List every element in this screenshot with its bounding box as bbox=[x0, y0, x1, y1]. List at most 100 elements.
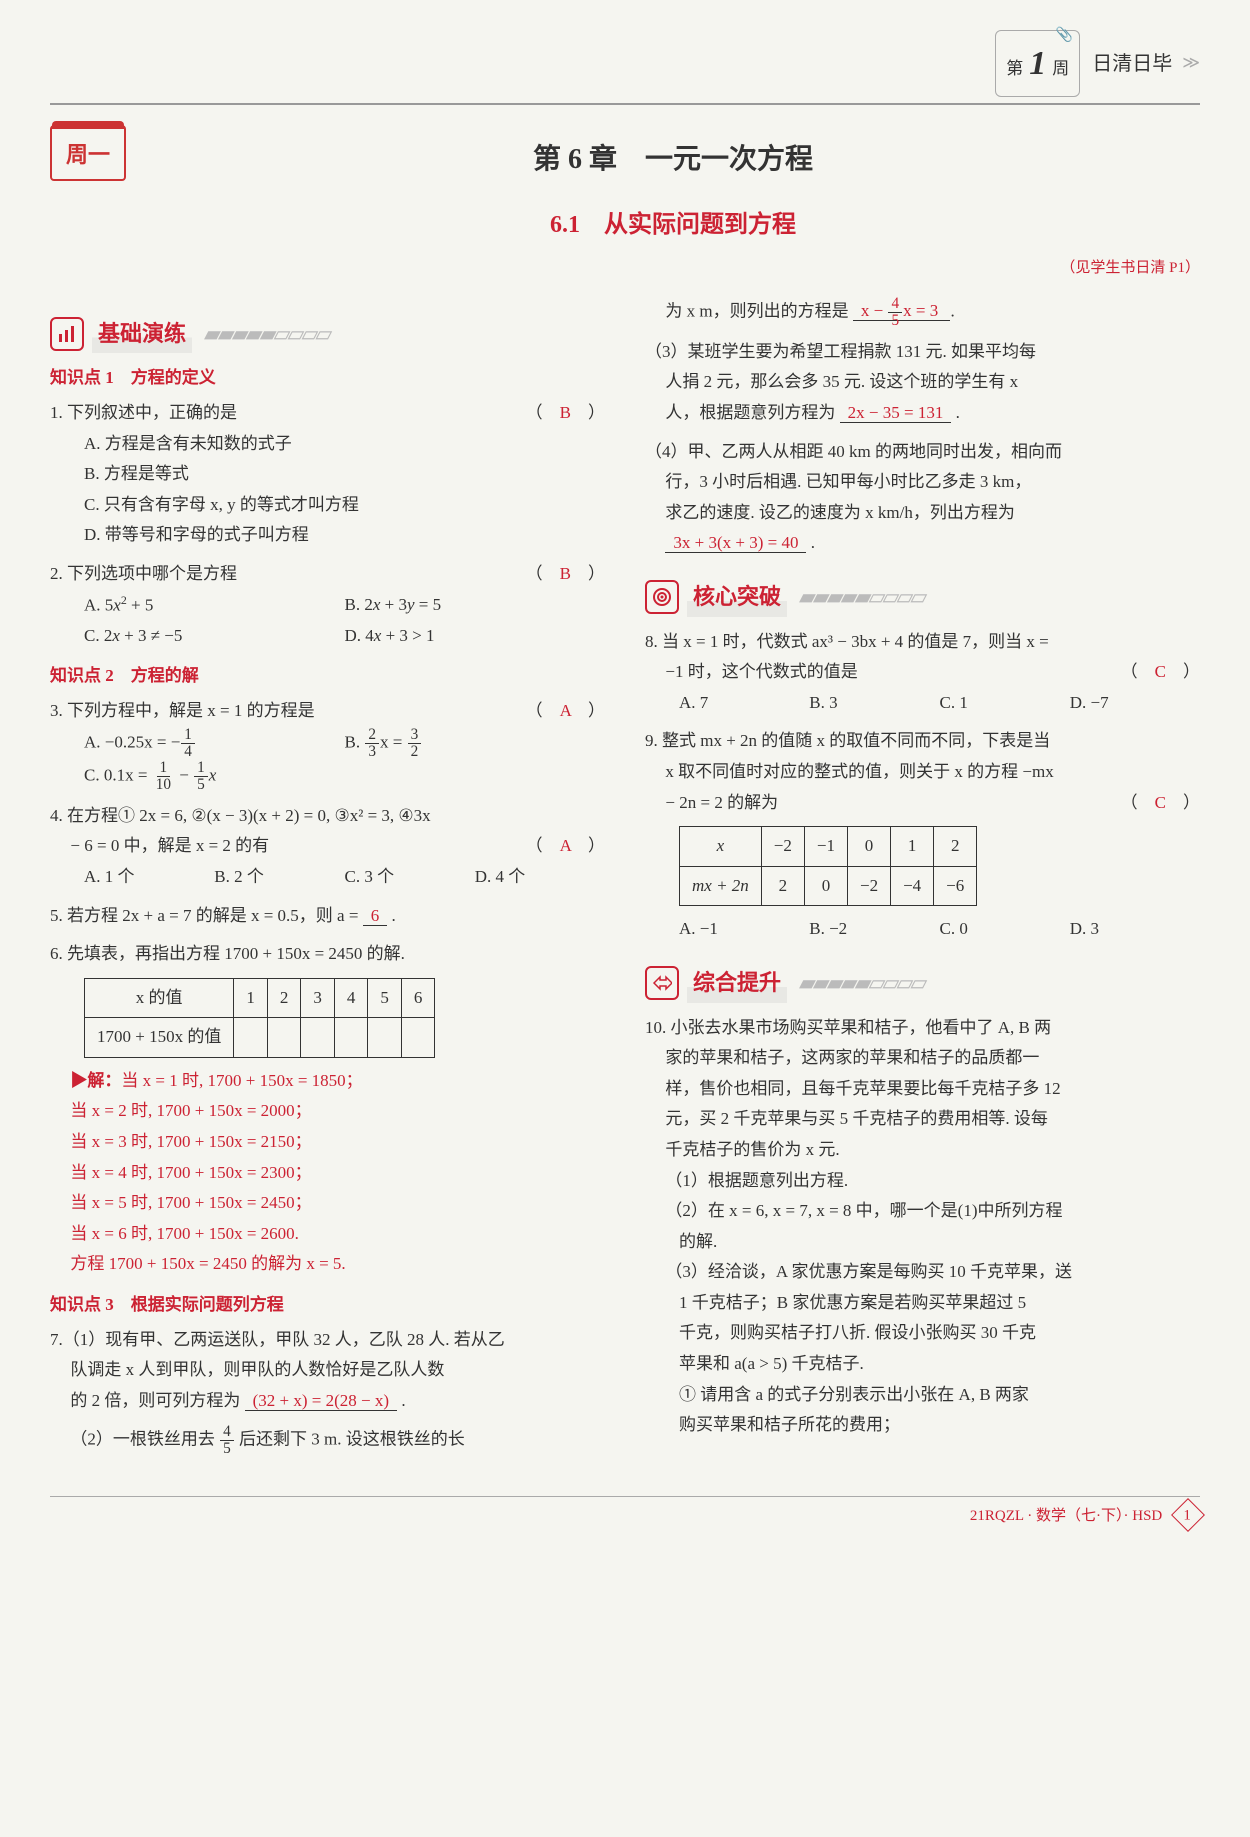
answer-paren: （ B ） bbox=[526, 398, 605, 429]
problem-tail: . bbox=[956, 403, 960, 422]
problem-1: 1. 下列叙述中，正确的是 （ B ） A. 方程是含有未知数的式子 B. 方程… bbox=[50, 398, 605, 551]
choice-b: B. −2 bbox=[809, 914, 939, 945]
knowledge-point-3: 知识点 3 根据实际问题列方程 bbox=[50, 1290, 605, 1321]
choice-a: A. 1 个 bbox=[84, 862, 214, 893]
problem-line: 元，买 2 千克苹果与买 5 千克桔子的费用相等. 设每 bbox=[645, 1104, 1200, 1135]
answer-paren: （ C ） bbox=[1121, 657, 1200, 688]
problem-line: 人捐 2 元，那么会多 35 元. 设这个班的学生有 x bbox=[645, 367, 1200, 398]
solution-line: 当 x = 3 时, 1700 + 150x = 2150； bbox=[70, 1127, 605, 1158]
page-footer: 21RQZL · 数学（七·下）· HSD 1 bbox=[50, 1496, 1200, 1530]
choice-d: D. 带等号和字母的式子叫方程 bbox=[84, 520, 605, 551]
problem-7-1: 7.（1）现有甲、乙两运送队，甲队 32 人，乙队 28 人. 若从乙 队调走 … bbox=[50, 1325, 605, 1417]
solution-line: 当 x = 1 时, 1700 + 150x = 1850； bbox=[121, 1071, 362, 1090]
subquestion-line: （2）在 x = 6, x = 7, x = 8 中，哪一个是(1)中所列方程 bbox=[645, 1196, 1200, 1227]
problem-line: （3）某班学生要为希望工程捐款 131 元. 如果平均每 bbox=[645, 337, 1200, 368]
table-cell bbox=[368, 1018, 402, 1058]
problem-stem-line: −1 时，这个代数式的值是 bbox=[665, 657, 857, 688]
table-cell: −2 bbox=[847, 866, 890, 906]
knowledge-point-1: 知识点 1 方程的定义 bbox=[50, 363, 605, 394]
fill-answer: (32 + x) = 2(28 − x) bbox=[245, 1391, 397, 1411]
choice-b: B. 2 个 bbox=[214, 862, 344, 893]
subquestion: （1）根据题意列出方程. bbox=[645, 1166, 1200, 1197]
bar-chart-icon bbox=[50, 317, 84, 351]
choice-d: D. 4 个 bbox=[475, 862, 605, 893]
fill-answer: 3x + 3(x + 3) = 40 bbox=[665, 533, 806, 553]
arrow-right-icon: ≫ bbox=[1182, 48, 1200, 79]
choice-c: C. 1 bbox=[940, 688, 1070, 719]
solution-line: 当 x = 2 时, 1700 + 150x = 2000； bbox=[70, 1096, 605, 1127]
answer-letter: A bbox=[560, 701, 571, 720]
problem-tail: . bbox=[401, 1391, 405, 1410]
table-cell: −6 bbox=[934, 866, 977, 906]
problem-line: 人，根据题意列方程为 bbox=[665, 403, 835, 422]
page-header: 📎 第 1 周 日清日毕 ≫ bbox=[50, 30, 1200, 105]
problem-stem: 3. 下列方程中，解是 x = 1 的方程是 bbox=[50, 696, 315, 727]
table-cell bbox=[301, 1018, 335, 1058]
table-cell: 2 bbox=[761, 866, 804, 906]
choice-c: C. 2x + 3 ≠ −5 bbox=[84, 621, 345, 652]
fill-answer: x − 45x = 3 bbox=[853, 301, 951, 321]
problem-7-2-cont: 为 x m，则列出的方程是 x − 45x = 3 . bbox=[645, 296, 1200, 329]
problem-stem: 6. 先填表，再指出方程 1700 + 150x = 2450 的解. bbox=[50, 939, 605, 970]
problem-line: （2）一根铁丝用去 bbox=[70, 1430, 219, 1449]
column-left: 基础演练 ▰▰▰▰▰▱▱▱▱ 知识点 1 方程的定义 1. 下列叙述中，正确的是… bbox=[50, 296, 605, 1466]
answer-paren: （ C ） bbox=[1121, 788, 1200, 819]
table-cell: 4 bbox=[334, 978, 368, 1018]
answer-paren: （ A ） bbox=[526, 696, 605, 727]
choice-c: C. 0.1x = 110 − 15x bbox=[84, 760, 345, 793]
solution-block: ▶解：当 x = 1 时, 1700 + 150x = 1850； 当 x = … bbox=[50, 1066, 605, 1280]
table-row: x −2 −1 0 1 2 bbox=[680, 827, 977, 867]
fill-answer: 6 bbox=[363, 906, 388, 926]
knowledge-point-2: 知识点 2 方程的解 bbox=[50, 661, 605, 692]
choice-b: B. 3 bbox=[809, 688, 939, 719]
solution-conclusion: 方程 1700 + 150x = 2450 的解为 x = 5. bbox=[70, 1249, 605, 1280]
answer-letter: B bbox=[560, 564, 571, 583]
problem-10: 10. 小张去水果市场购买苹果和桔子，他看中了 A, B 两 家的苹果和桔子，这… bbox=[645, 1013, 1200, 1441]
week-suffix: 周 bbox=[1052, 54, 1069, 85]
table-row: mx + 2n 2 0 −2 −4 −6 bbox=[680, 866, 977, 906]
choice-a: A. 7 bbox=[679, 688, 809, 719]
fill-answer: 2x − 35 = 131 bbox=[840, 403, 952, 423]
choice-d: D. 4x + 3 > 1 bbox=[345, 621, 606, 652]
table-cell bbox=[334, 1018, 368, 1058]
table-cell: 0 bbox=[804, 866, 847, 906]
problem-line: 家的苹果和桔子，这两家的苹果和桔子的品质都一 bbox=[645, 1043, 1200, 1074]
subquestion-line: 的解. bbox=[645, 1227, 1200, 1258]
column-right: 为 x m，则列出的方程是 x − 45x = 3 . （3）某班学生要为希望工… bbox=[645, 296, 1200, 1466]
table-row: 1700 + 150x 的值 bbox=[85, 1018, 435, 1058]
problem-stem-line: 8. 当 x = 1 时，代数式 ax³ − 3bx + 4 的值是 7，则当 … bbox=[645, 627, 1200, 658]
table-cell: 1 bbox=[891, 827, 934, 867]
answer-letter: C bbox=[1155, 662, 1166, 681]
problem-stem: 1. 下列叙述中，正确的是 bbox=[50, 398, 237, 429]
page-number: 1 bbox=[1184, 1503, 1192, 1527]
week-number: 1 bbox=[1029, 33, 1046, 94]
choice-d: D. −7 bbox=[1070, 688, 1200, 719]
table-row: x 的值 1 2 3 4 5 6 bbox=[85, 978, 435, 1018]
day-badge: 周一 bbox=[50, 125, 126, 181]
problem-line: 求乙的速度. 设乙的速度为 x km/h，列出方程为 bbox=[645, 498, 1200, 529]
problem-stem-line: 4. 在方程① 2x = 6, ②(x − 3)(x + 2) = 0, ③x²… bbox=[50, 801, 605, 832]
problem-7-2: （2）一根铁丝用去 45 后还剩下 3 m. 设这根铁丝的长 bbox=[50, 1424, 605, 1457]
problem-5: 5. 若方程 2x + a = 7 的解是 x = 0.5，则 a = 6 . bbox=[50, 901, 605, 932]
table-header: mx + 2n bbox=[680, 866, 762, 906]
choice-c: C. 0 bbox=[940, 914, 1070, 945]
choice-b: B. 方程是等式 bbox=[84, 459, 605, 490]
problem-stem: 2. 下列选项中哪个是方程 bbox=[50, 559, 237, 590]
table-cell: 2 bbox=[934, 827, 977, 867]
table-cell: 2 bbox=[267, 978, 301, 1018]
section-title: 6.1 从实际问题到方程 bbox=[146, 204, 1200, 247]
problem-stem: 5. 若方程 2x + a = 7 的解是 x = 0.5，则 a = bbox=[50, 906, 363, 925]
problem-4: 4. 在方程① 2x = 6, ②(x − 3)(x + 2) = 0, ③x²… bbox=[50, 801, 605, 893]
choice-a: A. −1 bbox=[679, 914, 809, 945]
answer-paren: （ B ） bbox=[526, 559, 605, 590]
subquestion-line: （3）经洽谈，A 家优惠方案是每购买 10 千克苹果，送 bbox=[645, 1257, 1200, 1288]
solution-line: 当 x = 4 时, 1700 + 150x = 2300； bbox=[70, 1158, 605, 1189]
section-head-basic: 基础演练 ▰▰▰▰▰▱▱▱▱ bbox=[50, 314, 605, 354]
problem-3: 3. 下列方程中，解是 x = 1 的方程是 （ A ） A. −0.25x =… bbox=[50, 696, 605, 793]
table-header: x bbox=[680, 827, 762, 867]
stripe-decor-icon: ▰▰▰▰▰▱▱▱▱ bbox=[799, 963, 924, 1003]
problem-2: 2. 下列选项中哪个是方程 （ B ） A. 5x2 + 5 B. 2x + 3… bbox=[50, 559, 605, 651]
table-cell: −4 bbox=[891, 866, 934, 906]
q6-table: x 的值 1 2 3 4 5 6 1700 + 150x 的值 bbox=[84, 978, 435, 1058]
footer-code: 21RQZL · 数学（七·下）· HSD bbox=[970, 1508, 1162, 1524]
